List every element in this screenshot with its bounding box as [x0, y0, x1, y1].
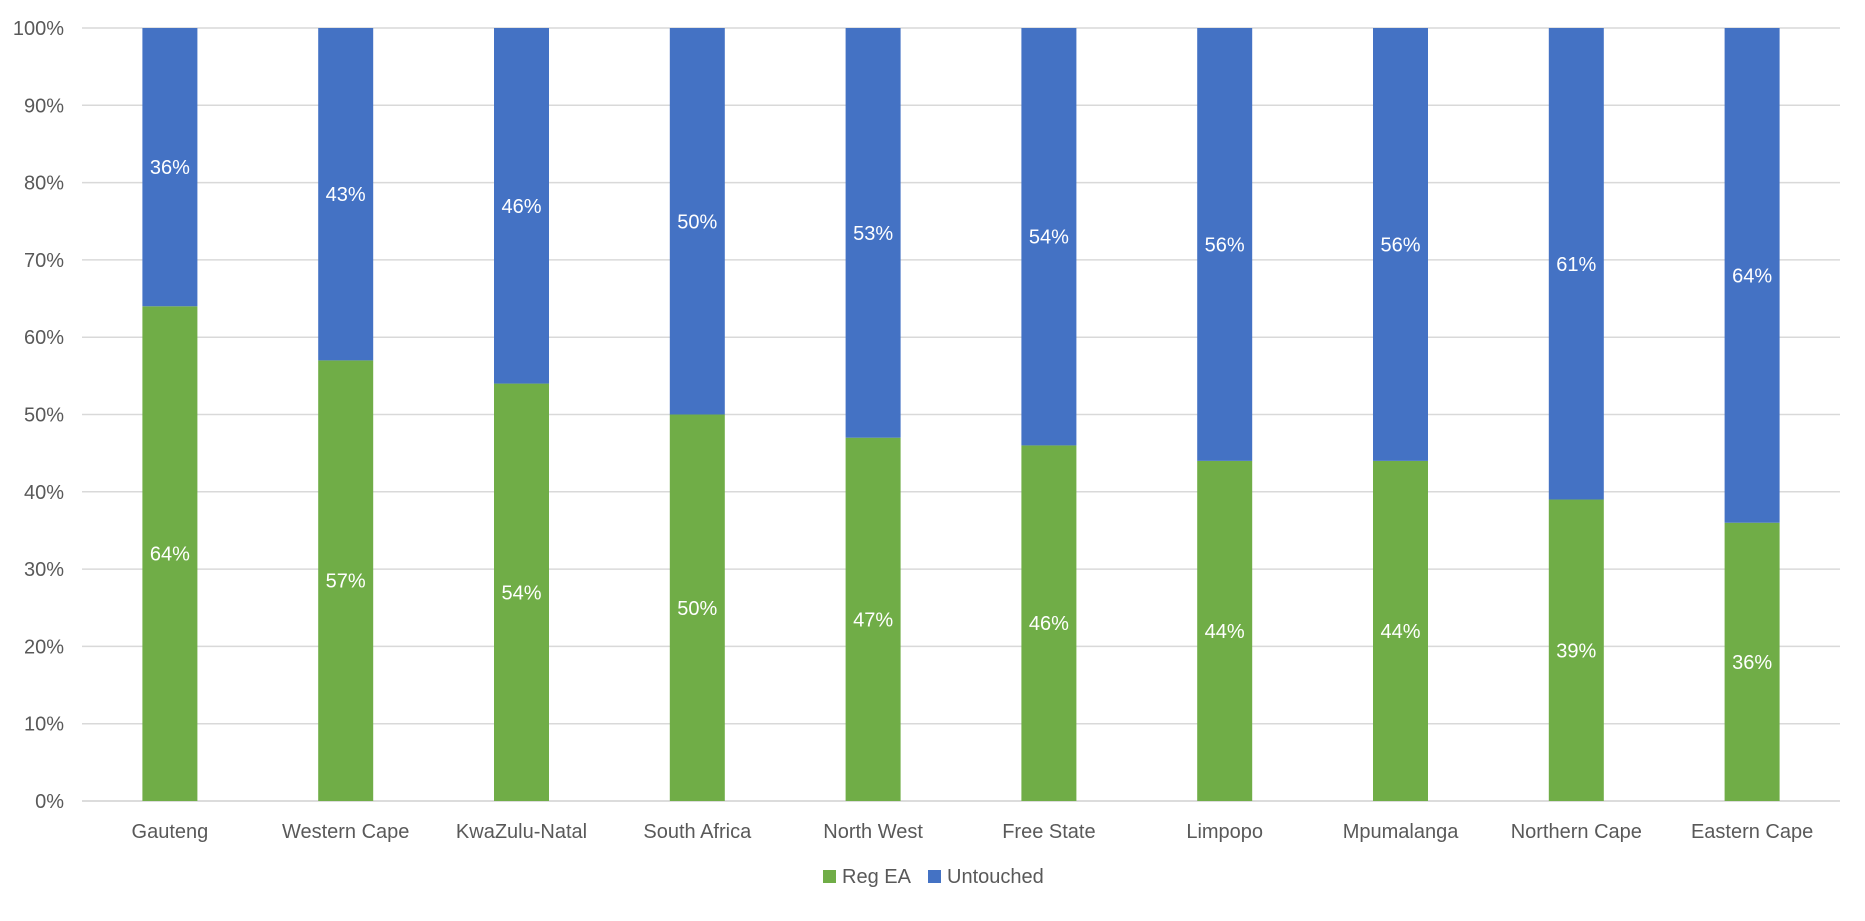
legend: Reg EA Untouched — [823, 866, 1044, 888]
data-label: 53% — [853, 223, 893, 245]
bar-reg-ea — [669, 414, 725, 801]
data-label: 43% — [326, 184, 366, 206]
bar-reg-ea — [1724, 522, 1780, 801]
bar-reg-ea — [142, 306, 198, 801]
data-label: 46% — [1029, 613, 1069, 635]
legend-label: Untouched — [947, 866, 1044, 888]
x-tick-label: Mpumalanga — [1343, 821, 1460, 843]
bar-reg-ea — [1021, 445, 1077, 801]
y-tick-label: 30% — [24, 559, 64, 581]
data-label: 54% — [1029, 227, 1069, 249]
legend-swatch — [928, 870, 941, 883]
data-label: 56% — [1205, 234, 1245, 256]
bar-reg-ea — [1373, 460, 1428, 801]
y-tick-label: 100% — [13, 18, 64, 40]
bar-untouched — [1373, 28, 1428, 461]
y-tick-label: 20% — [24, 636, 64, 658]
data-label: 44% — [1380, 621, 1420, 643]
y-tick-label: 10% — [24, 714, 64, 736]
x-tick-label: Northern Cape — [1511, 821, 1642, 843]
y-tick-label: 90% — [24, 95, 64, 117]
data-label: 54% — [501, 582, 541, 604]
y-tick-label: 70% — [24, 250, 64, 272]
x-tick-label: KwaZulu-Natal — [456, 821, 587, 843]
x-axis: Gauteng Western Cape KwaZulu-Natal South Af… — [132, 821, 1814, 843]
gridlines — [82, 27, 1840, 802]
y-axis: 0% 10% 20% 30% 40% 50% 60% 70% 80% 90% 100% — [13, 18, 64, 813]
y-tick-label: 40% — [24, 482, 64, 504]
y-tick-label: 80% — [24, 173, 64, 195]
bar-untouched — [1197, 28, 1253, 461]
x-tick-label: North West — [823, 821, 923, 843]
data-label: 61% — [1556, 254, 1596, 276]
data-label: 56% — [1380, 234, 1420, 256]
bars: 64% 36% 57% 43% 54% 46% 50% 50% 47% 53% 46% 54% 44% 5… — [142, 28, 1780, 801]
data-label: 36% — [1732, 652, 1772, 674]
data-label: 50% — [677, 211, 717, 233]
bar-reg-ea — [494, 383, 549, 801]
data-label: 50% — [677, 598, 717, 620]
bar-reg-ea — [845, 437, 901, 801]
data-label: 57% — [326, 571, 366, 593]
data-label: 47% — [853, 609, 893, 631]
bar-untouched — [1021, 28, 1077, 446]
data-label: 64% — [150, 544, 190, 566]
data-label: 39% — [1556, 640, 1596, 662]
legend-label: Reg EA — [842, 866, 912, 888]
x-tick-label: Eastern Cape — [1691, 821, 1813, 843]
data-label: 44% — [1205, 621, 1245, 643]
bar-untouched — [494, 28, 549, 384]
x-tick-label: Gauteng — [132, 821, 209, 843]
x-tick-label: Western Cape — [282, 821, 409, 843]
data-label: 36% — [150, 157, 190, 179]
data-label: 46% — [501, 196, 541, 218]
bar-reg-ea — [1197, 460, 1253, 801]
x-tick-label: South Africa — [643, 821, 752, 843]
legend-swatch — [823, 870, 836, 883]
bar-untouched — [318, 28, 374, 361]
bar-untouched — [1724, 28, 1780, 523]
bar-reg-ea — [318, 360, 374, 801]
x-tick-label: Free State — [1002, 821, 1095, 843]
bar-untouched — [1548, 28, 1604, 500]
bar-untouched — [142, 28, 198, 307]
bar-untouched — [669, 28, 725, 415]
y-tick-label: 50% — [24, 405, 64, 427]
bar-reg-ea — [1548, 499, 1604, 801]
data-label: 64% — [1732, 265, 1772, 287]
bar-untouched — [845, 28, 901, 438]
x-tick-label: Limpopo — [1186, 821, 1263, 843]
y-tick-label: 60% — [24, 327, 64, 349]
y-tick-label: 0% — [35, 791, 64, 813]
